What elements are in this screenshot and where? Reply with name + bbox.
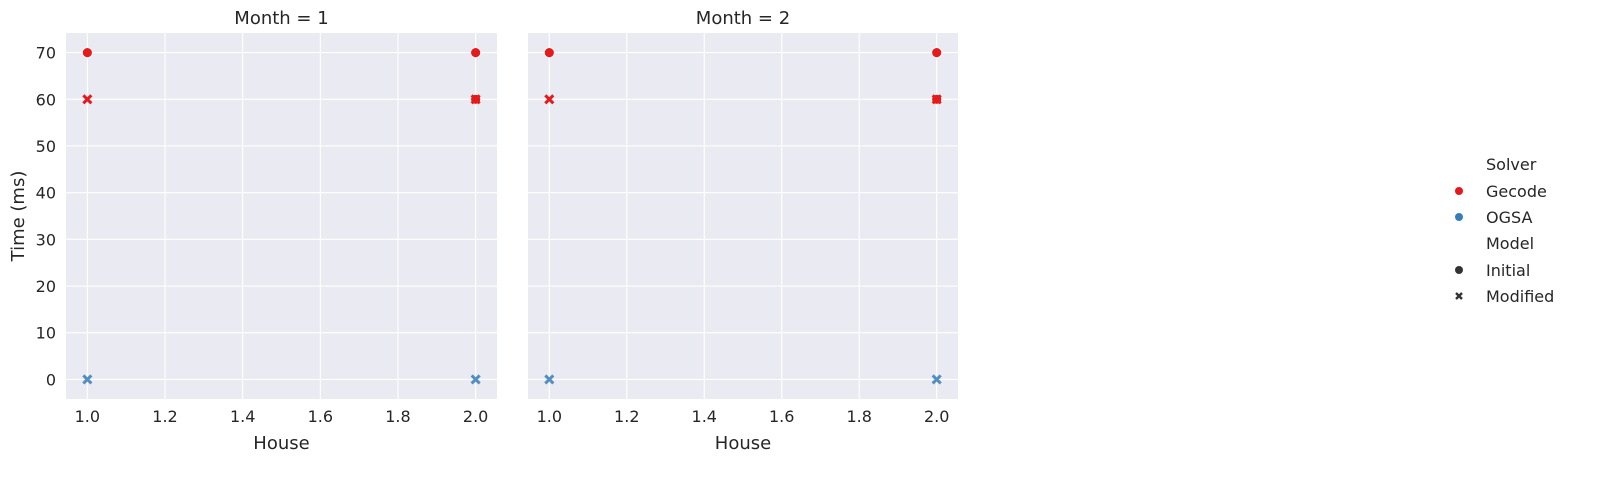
y-tick-label: 70 xyxy=(36,44,56,63)
plot-area xyxy=(66,33,497,399)
data-point-gecode-initial xyxy=(931,47,943,59)
panel-title: Month = 1 xyxy=(234,8,328,29)
legend-label-ogsa: OGSA xyxy=(1486,208,1532,227)
x-tick-label: 1.4 xyxy=(230,407,255,426)
panel-title: Month = 2 xyxy=(696,8,790,29)
legend-marker-modified xyxy=(1455,292,1463,300)
legend-hue-title: Solver xyxy=(1486,155,1537,174)
data-point-ogsa-modified xyxy=(470,374,481,385)
legend: Solver Gecode OGSA Model Initial Modified xyxy=(1455,155,1554,306)
panel-2: 1.0 1.2 1.4 1.6 1.8 2.0 House Month = 2 xyxy=(528,8,958,454)
scatter-points xyxy=(543,47,943,385)
panels-layer: 1.0 1.2 1.4 1.6 1.8 2.0 0 10 20 30 40 50 60 70 Time (m… xyxy=(8,8,958,454)
x-tick-label: 1.6 xyxy=(308,407,333,426)
legend-marker-initial xyxy=(1455,266,1463,274)
x-tick-label: 2.0 xyxy=(924,407,949,426)
legend-marker-gecode xyxy=(1455,187,1463,195)
data-point-gecode-initial xyxy=(81,47,93,59)
data-point-ogsa-modified xyxy=(544,374,555,385)
x-tick-label: 1.8 xyxy=(846,407,871,426)
x-axis-label: House xyxy=(715,433,771,454)
legend-label-modified: Modified xyxy=(1486,287,1554,306)
y-tick-label: 40 xyxy=(36,184,56,203)
legend-style-title: Model xyxy=(1486,234,1534,253)
x-tick-label: 1.2 xyxy=(614,407,639,426)
data-point-gecode-modified xyxy=(470,94,481,105)
data-point-ogsa-modified xyxy=(931,374,942,385)
y-tick-label: 20 xyxy=(36,277,56,296)
x-tick-label: 2.0 xyxy=(463,407,488,426)
y-tick-label: 0 xyxy=(46,370,56,389)
y-tick-label: 60 xyxy=(36,90,56,109)
x-tick-label: 1.6 xyxy=(769,407,794,426)
x-tick-label: 1.0 xyxy=(537,407,562,426)
x-tick-label: 1.2 xyxy=(152,407,177,426)
data-point-gecode-modified xyxy=(544,94,555,105)
plot-area xyxy=(528,33,958,399)
x-tick-label: 1.4 xyxy=(692,407,717,426)
data-point-gecode-initial xyxy=(470,47,482,59)
y-tick-label: 10 xyxy=(36,324,56,343)
x-tick-label: 1.8 xyxy=(385,407,410,426)
data-point-ogsa-modified xyxy=(82,374,93,385)
data-point-gecode-initial xyxy=(543,47,555,59)
y-tick-label: 50 xyxy=(36,137,56,156)
scatter-points xyxy=(81,47,482,385)
data-point-gecode-modified xyxy=(931,94,942,105)
data-point-gecode-modified xyxy=(82,94,93,105)
legend-label-gecode: Gecode xyxy=(1486,182,1547,201)
legend-label-initial: Initial xyxy=(1486,261,1530,280)
panel-1: 1.0 1.2 1.4 1.6 1.8 2.0 0 10 20 30 40 50 60 70 Time (m… xyxy=(8,8,497,454)
x-tick-label: 1.0 xyxy=(75,407,100,426)
y-axis-label: Time (ms) xyxy=(8,171,29,263)
x-axis-label: House xyxy=(253,433,309,454)
y-tick-label: 30 xyxy=(36,230,56,249)
legend-marker-ogsa xyxy=(1455,213,1463,221)
